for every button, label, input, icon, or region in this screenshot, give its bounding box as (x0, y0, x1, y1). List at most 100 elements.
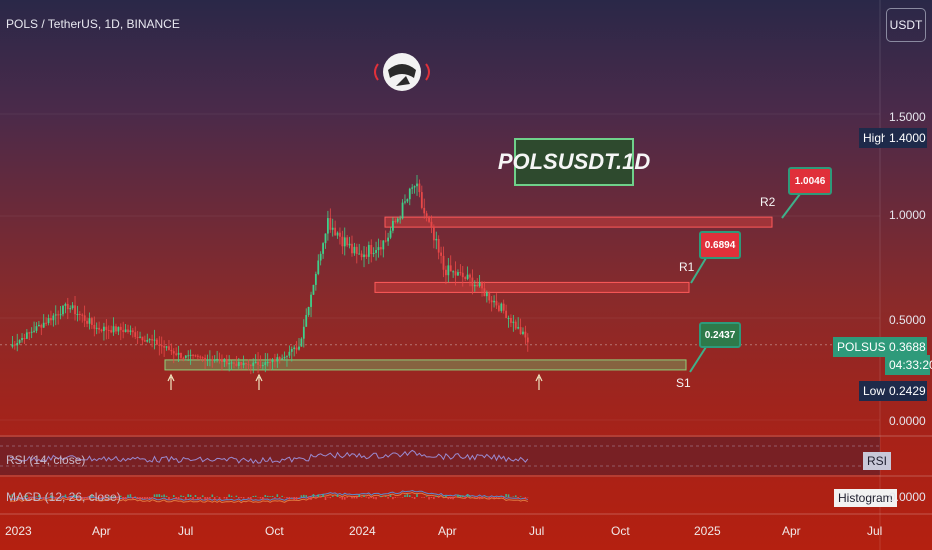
candle-body (122, 330, 125, 333)
brand-logo (374, 53, 430, 91)
candle-body (286, 355, 288, 357)
candle-body (52, 315, 55, 321)
candle-body (447, 265, 450, 276)
candle-body (175, 353, 178, 355)
time-tick: 2023 (5, 524, 32, 538)
macd-histogram-bar (163, 494, 165, 497)
macd-histogram-bar (341, 497, 344, 500)
candle-body (298, 346, 300, 350)
macd-histogram-bar (336, 494, 339, 497)
macd-label[interactable]: MACD (12, 26, close) (6, 490, 121, 504)
macd-histogram-bar (67, 497, 69, 499)
candle-body (476, 284, 479, 287)
candle-body (139, 336, 141, 338)
support-arrows (167, 373, 543, 390)
candle-body (105, 326, 108, 330)
macd-histogram-bar (365, 497, 368, 498)
macd-histogram-bar (370, 497, 373, 499)
macd-histogram-bar (160, 495, 163, 497)
macd-histogram-bar (136, 497, 139, 499)
candle-body (507, 317, 510, 319)
macd-histogram-bar (54, 497, 57, 500)
candle-body (136, 336, 139, 338)
macd-histogram-bar (331, 496, 334, 497)
macd-histogram-bar (278, 497, 281, 498)
macd-histogram-bar (189, 494, 192, 497)
last-price: 0.3688 (885, 337, 927, 357)
macd-histogram-bar (45, 495, 47, 497)
rsi-label[interactable]: RSI (14, close) (6, 453, 86, 467)
candle-body (257, 361, 259, 365)
macd-histogram-bar (457, 494, 459, 497)
macd-histogram-bar (105, 497, 108, 499)
candle-body (384, 240, 387, 242)
macd-histogram-bar (514, 495, 517, 497)
macd-histogram-bar (519, 496, 522, 497)
high-label: High (859, 128, 892, 148)
candle-body (180, 352, 182, 358)
macd-histogram-bar (481, 497, 483, 499)
candle-body (240, 362, 243, 366)
candle-body (396, 218, 399, 222)
candle-body (196, 355, 199, 357)
candle-body (457, 272, 459, 276)
price-tick: 0.0000 (889, 414, 926, 428)
macd-histogram-bar (192, 497, 194, 500)
price-tick: 0.5000 (889, 313, 926, 327)
candle-body (461, 272, 464, 278)
candle-body (497, 305, 500, 311)
candle-body (312, 284, 315, 295)
time-tick: Jul (529, 524, 545, 538)
candle-body (151, 339, 153, 341)
candle-body (481, 282, 483, 289)
macd-histogram-bar (209, 497, 211, 499)
macd-histogram-bar (502, 497, 505, 499)
candle-body (483, 288, 486, 297)
candle-body (505, 310, 508, 319)
currency-button[interactable]: USDT (886, 8, 926, 42)
candle-body (208, 359, 211, 361)
time-tick: Apr (438, 524, 457, 538)
macd-histogram-bar (408, 495, 411, 497)
candle-body (469, 274, 471, 278)
candle-body (201, 357, 204, 359)
candle-body (189, 354, 192, 356)
macd-histogram-bar (11, 494, 14, 497)
candle-body (348, 243, 351, 246)
macd-histogram-bar (524, 497, 527, 500)
callout-pointer (781, 193, 801, 219)
candle-body (406, 199, 409, 202)
candle-body (418, 183, 421, 193)
candle-body (158, 344, 161, 346)
macd-histogram-bar (433, 497, 435, 500)
candle-body (329, 218, 332, 230)
macd-histogram-bar (64, 494, 67, 497)
candle-body (442, 255, 445, 270)
candle-body (69, 308, 72, 310)
candle-body (146, 340, 149, 342)
candle-body (319, 253, 322, 261)
macd-histogram-bar (242, 497, 245, 499)
candle-body (245, 362, 247, 365)
macd-histogram-bar (206, 497, 209, 500)
macd-histogram-bar (372, 497, 375, 499)
candle-body (233, 362, 235, 364)
candle-body (143, 340, 146, 342)
macd-histogram-bar (447, 497, 450, 500)
candle-body (254, 361, 257, 363)
candle-body (90, 318, 93, 325)
candle-body (78, 313, 81, 315)
candle-body (283, 356, 286, 359)
macd-histogram-bar (392, 497, 394, 500)
candle-body (307, 306, 310, 316)
macd-histogram-bar (505, 494, 507, 497)
candle-body (192, 354, 194, 356)
macd-histogram-bar (293, 497, 295, 500)
macd-histogram-bar (356, 497, 358, 499)
macd-histogram-bar (423, 497, 426, 498)
macd-histogram-bar (71, 497, 74, 500)
candle-body (242, 362, 245, 366)
candle-body (493, 300, 495, 303)
candle-body (276, 357, 279, 362)
